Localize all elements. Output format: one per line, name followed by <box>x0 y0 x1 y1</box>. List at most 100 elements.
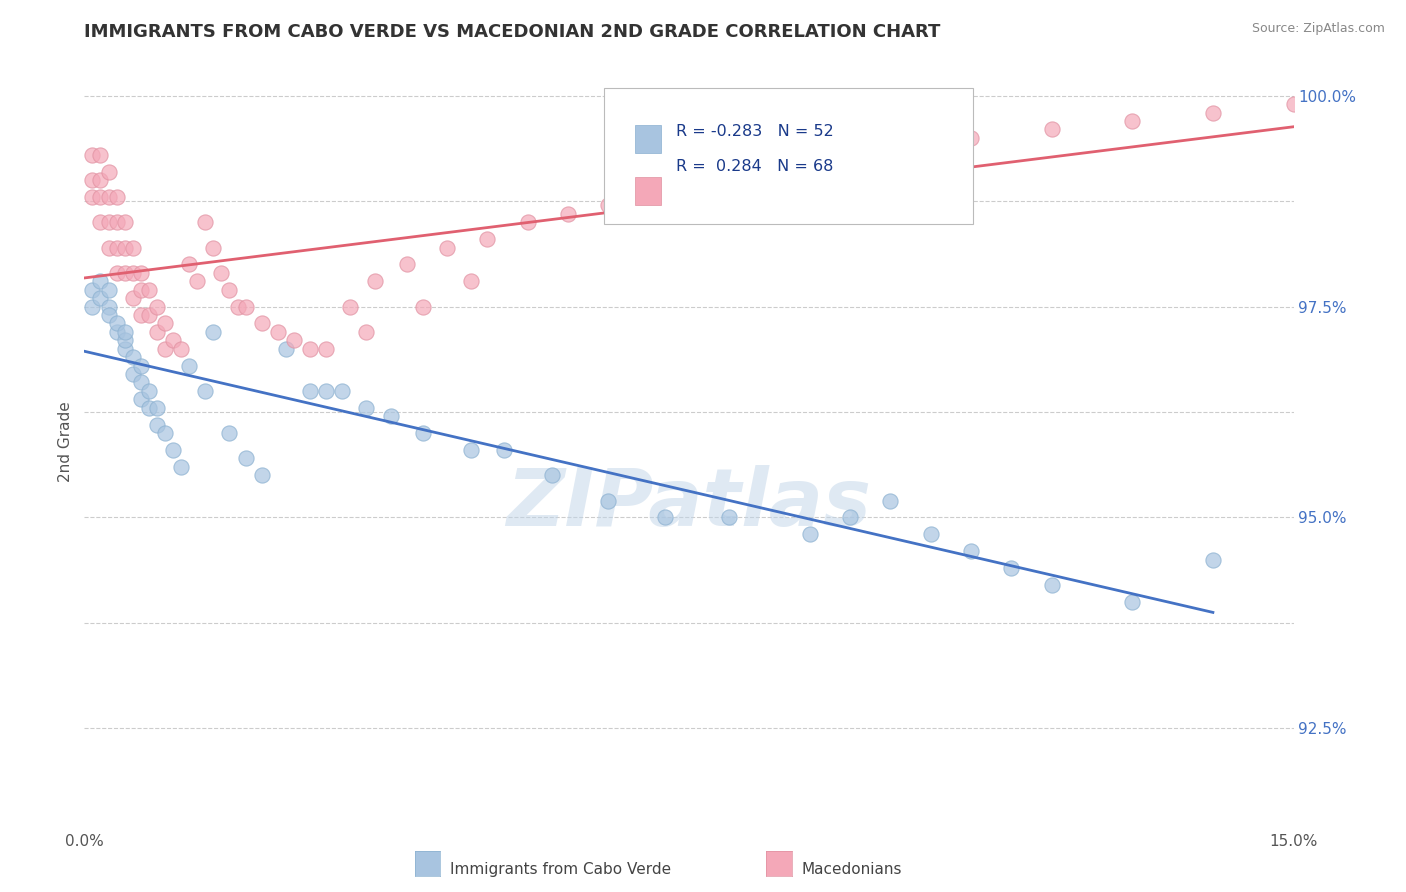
Text: IMMIGRANTS FROM CABO VERDE VS MACEDONIAN 2ND GRADE CORRELATION CHART: IMMIGRANTS FROM CABO VERDE VS MACEDONIAN… <box>84 23 941 41</box>
Point <box>1040 578 1063 592</box>
Point <box>637 190 659 204</box>
Point <box>598 493 620 508</box>
Point <box>209 266 232 280</box>
Point <box>114 342 136 356</box>
Text: R =  0.284   N = 68: R = 0.284 N = 68 <box>676 159 832 174</box>
Point <box>97 240 120 254</box>
Point <box>97 164 120 178</box>
Point <box>718 510 741 524</box>
Point <box>82 190 104 204</box>
Point <box>105 317 128 331</box>
Point <box>121 266 143 280</box>
Point <box>138 401 160 415</box>
Point <box>267 325 290 339</box>
Point <box>654 510 676 524</box>
Point <box>129 392 152 407</box>
Point <box>146 300 169 314</box>
Point <box>299 384 322 398</box>
Point <box>97 300 120 314</box>
Point <box>218 426 240 441</box>
Text: Source: ZipAtlas.com: Source: ZipAtlas.com <box>1251 22 1385 36</box>
Point <box>97 283 120 297</box>
Point <box>82 283 104 297</box>
Point <box>121 367 143 381</box>
Point <box>1202 105 1225 120</box>
Point <box>129 266 152 280</box>
Point <box>218 283 240 297</box>
Point <box>460 442 482 457</box>
Point <box>97 215 120 229</box>
Point <box>97 308 120 322</box>
Point <box>283 334 305 348</box>
Point <box>598 198 620 212</box>
Point <box>920 527 942 541</box>
Point <box>492 442 515 457</box>
Point <box>138 283 160 297</box>
Point <box>186 274 208 288</box>
Point <box>541 468 564 483</box>
Point <box>202 240 225 254</box>
Point <box>194 384 217 398</box>
Point <box>114 266 136 280</box>
Point <box>557 207 579 221</box>
Point <box>879 139 901 153</box>
Point <box>82 300 104 314</box>
Point <box>89 147 111 161</box>
Y-axis label: 2nd Grade: 2nd Grade <box>58 401 73 482</box>
Point <box>105 240 128 254</box>
Point <box>114 325 136 339</box>
Point <box>129 376 152 390</box>
Point <box>879 493 901 508</box>
Point <box>129 359 152 373</box>
Point <box>138 308 160 322</box>
Point <box>121 240 143 254</box>
FancyBboxPatch shape <box>605 88 973 224</box>
Point <box>89 291 111 305</box>
Point <box>960 131 983 145</box>
FancyBboxPatch shape <box>634 177 661 205</box>
Point <box>153 317 176 331</box>
Point <box>250 468 273 483</box>
Point <box>274 342 297 356</box>
Point <box>153 426 176 441</box>
Point <box>436 240 458 254</box>
Point <box>356 401 378 415</box>
Point <box>799 527 821 541</box>
Point <box>1282 97 1305 112</box>
Point <box>82 147 104 161</box>
Point <box>839 510 862 524</box>
Point <box>121 350 143 364</box>
Point <box>799 156 821 170</box>
Point <box>339 300 361 314</box>
Point <box>299 342 322 356</box>
Point <box>114 215 136 229</box>
Point <box>1040 122 1063 136</box>
Point <box>82 173 104 187</box>
Point <box>138 384 160 398</box>
Point <box>250 317 273 331</box>
Point <box>129 283 152 297</box>
Point <box>162 334 184 348</box>
Point <box>960 544 983 558</box>
Point <box>1000 561 1022 575</box>
Point <box>315 342 337 356</box>
Point <box>114 334 136 348</box>
Point <box>1121 114 1143 128</box>
Point <box>363 274 385 288</box>
Point <box>412 300 434 314</box>
Point <box>146 417 169 432</box>
Point <box>97 190 120 204</box>
Point <box>179 257 201 271</box>
Point <box>129 308 152 322</box>
Point <box>839 147 862 161</box>
Point <box>153 342 176 356</box>
Point <box>516 215 538 229</box>
Point <box>170 342 193 356</box>
Point <box>718 173 741 187</box>
Point <box>356 325 378 339</box>
Point <box>1202 552 1225 566</box>
Text: R = -0.283   N = 52: R = -0.283 N = 52 <box>676 124 834 138</box>
Point <box>105 266 128 280</box>
Point <box>89 190 111 204</box>
Point <box>678 181 700 195</box>
